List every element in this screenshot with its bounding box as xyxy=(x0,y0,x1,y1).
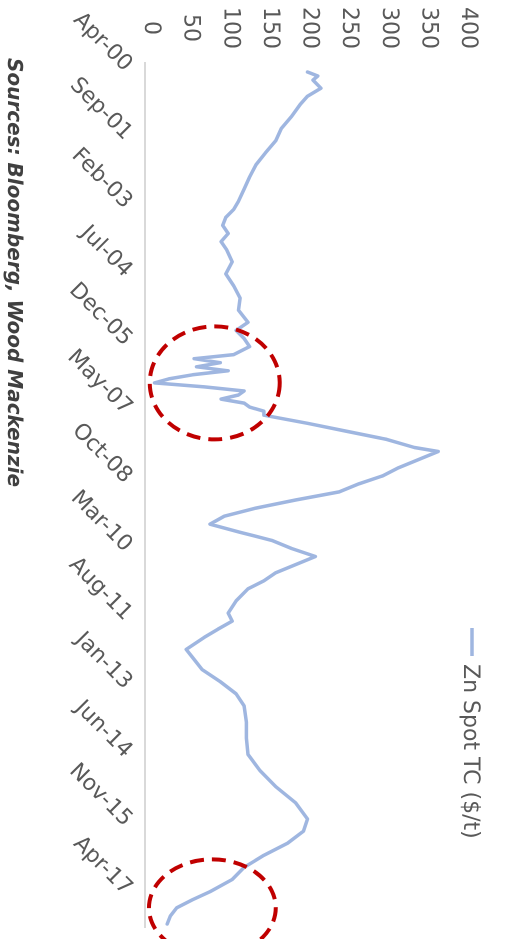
highlight-ellipses xyxy=(146,324,282,939)
y-tick-label: 150 xyxy=(258,7,283,49)
x-tick-label: Jul-04 xyxy=(74,219,137,282)
y-tick-label: 200 xyxy=(298,7,323,49)
x-tick-label: Feb-03 xyxy=(67,143,138,214)
x-tick-label: May-07 xyxy=(62,344,137,419)
x-tick-label: Dec-05 xyxy=(64,278,137,351)
y-tick-label: 0 xyxy=(139,21,164,35)
y-tick-label: 250 xyxy=(337,7,362,49)
series-line xyxy=(152,70,440,926)
x-axis-ticks: Apr-00Sep-01Feb-03Jul-04Dec-05May-07Oct-… xyxy=(62,7,137,900)
source-note: Sources: Bloomberg, Wood Mackenzie xyxy=(3,58,27,487)
x-tick-label: Aug-11 xyxy=(64,552,137,625)
x-tick-label: Nov-15 xyxy=(64,758,137,831)
y-tick-label: 300 xyxy=(377,7,402,49)
y-tick-label: 400 xyxy=(456,7,481,49)
source-text: Sources: Bloomberg, Wood Mackenzie xyxy=(3,58,27,487)
x-tick-label: Jun-14 xyxy=(69,694,138,763)
x-tick-label: Mar-10 xyxy=(66,485,137,556)
x-tick-label: Apr-00 xyxy=(68,7,137,76)
x-tick-label: Oct-08 xyxy=(67,418,137,488)
legend-label: Zn Spot TC ($/t) xyxy=(458,664,483,839)
highlight-ellipse xyxy=(147,324,282,442)
y-axis-ticks: 0 50 100 150 200 250 300 350 400 xyxy=(139,7,481,49)
y-tick-label: 50 xyxy=(179,14,204,42)
x-tick-label: Sep-01 xyxy=(65,72,137,144)
x-tick-label: Apr-17 xyxy=(68,831,137,900)
y-tick-label: 100 xyxy=(218,7,243,49)
highlight-ellipse xyxy=(146,857,278,939)
x-tick-label: Jan-13 xyxy=(69,626,137,694)
y-tick-label: 350 xyxy=(416,7,441,49)
legend: Zn Spot TC ($/t) xyxy=(458,628,483,839)
